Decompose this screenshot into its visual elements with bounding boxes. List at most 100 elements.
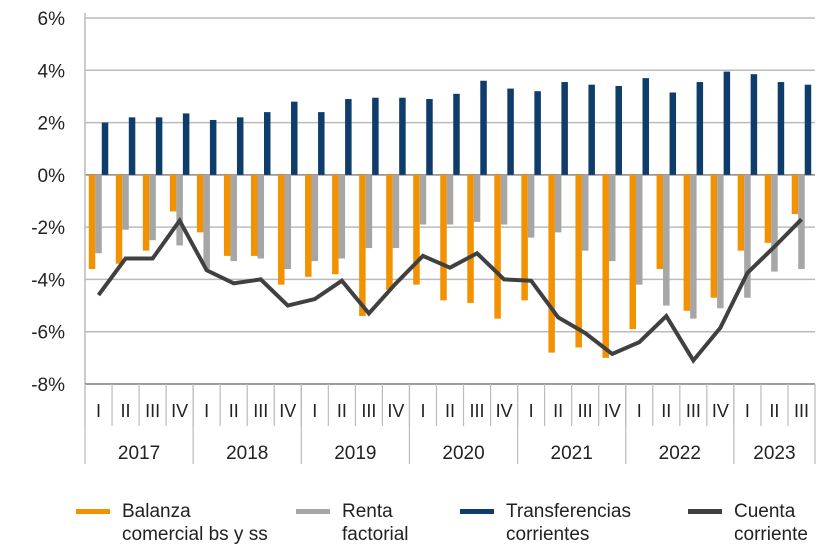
year-label: 2019 xyxy=(334,443,376,464)
bar-balanza xyxy=(575,174,582,348)
bar-renta xyxy=(636,174,643,285)
legend-label: corriente xyxy=(734,524,808,545)
bar-transferencias xyxy=(209,119,217,175)
bar-transferencias xyxy=(236,117,244,175)
quarter-label: II xyxy=(661,401,671,421)
year-label: 2020 xyxy=(442,443,484,464)
bar-balanza xyxy=(332,174,339,275)
y-tick-label: 0% xyxy=(38,166,66,187)
legend-label: Cuenta xyxy=(734,501,796,522)
quarter-label: IV xyxy=(712,401,729,421)
quarter-label: III xyxy=(794,401,809,421)
bar-balanza xyxy=(467,174,474,303)
quarter-label: III xyxy=(145,401,160,421)
quarter-label: I xyxy=(529,401,534,421)
year-label: 2023 xyxy=(753,443,795,464)
bar-renta xyxy=(581,174,589,251)
legend-item-renta: Renta factorial xyxy=(296,500,409,546)
bar-renta xyxy=(257,174,264,259)
bar-transferencias xyxy=(588,84,595,175)
bar-transferencias xyxy=(182,113,190,175)
bar-balanza xyxy=(791,174,799,215)
bar-balanza xyxy=(602,174,609,358)
bar-renta xyxy=(554,174,562,233)
bar-transferencias xyxy=(507,88,514,175)
bar-renta xyxy=(473,174,481,222)
bar-renta xyxy=(690,174,697,319)
quarter-label: II xyxy=(769,401,779,421)
bar-balanza xyxy=(169,174,177,212)
bar-transferencias xyxy=(453,93,460,175)
quarter-label: I xyxy=(312,401,317,421)
quarter-label: IV xyxy=(496,401,513,421)
quarter-label: IV xyxy=(604,401,621,421)
bar-renta xyxy=(527,174,535,238)
bar-renta xyxy=(203,174,210,269)
year-label: 2021 xyxy=(551,443,593,464)
quarter-label: II xyxy=(229,401,239,421)
y-tick-label: 6% xyxy=(38,9,66,30)
legend-label: Balanza xyxy=(122,501,191,522)
bar-renta xyxy=(284,174,292,269)
bar-renta xyxy=(392,174,400,249)
bar-balanza xyxy=(88,174,96,269)
bar-balanza xyxy=(656,174,664,269)
bar-balanza xyxy=(196,174,204,233)
legend-item-balanza: Balanza comercial bs y ss xyxy=(76,500,268,546)
year-label: 2017 xyxy=(118,443,160,464)
bar-transferencias xyxy=(263,112,271,175)
bar-renta xyxy=(500,174,508,225)
bar-transferencias xyxy=(615,85,622,175)
bar-balanza xyxy=(278,174,285,285)
bar-renta xyxy=(176,174,183,246)
bar-renta xyxy=(744,174,751,298)
bar-balanza xyxy=(250,174,258,256)
quarter-label: III xyxy=(578,401,593,421)
bar-transferencias xyxy=(534,91,541,175)
y-tick-label: -8% xyxy=(31,375,65,396)
bar-transferencias xyxy=(372,97,379,175)
quarter-label: III xyxy=(253,401,268,421)
y-tick-label: -2% xyxy=(31,218,65,239)
bar-renta xyxy=(149,174,156,241)
bar-transferencias xyxy=(318,112,325,175)
legend-label: comercial bs y ss xyxy=(122,524,268,545)
bar-balanza xyxy=(629,174,637,330)
bar-transferencias xyxy=(345,99,352,175)
bar-renta xyxy=(95,174,102,254)
quarter-label: I xyxy=(96,401,101,421)
legend-swatch-balanza xyxy=(76,509,110,514)
bar-renta xyxy=(771,174,778,272)
bar-balanza xyxy=(115,174,123,264)
bar-balanza xyxy=(548,174,555,353)
bar-balanza xyxy=(683,174,691,311)
legend-item-cuenta: Cuenta corriente xyxy=(688,500,808,546)
bar-balanza xyxy=(305,174,312,277)
legend-label: corrientes xyxy=(506,524,590,545)
bar-transferencias xyxy=(561,82,568,175)
bar-renta xyxy=(717,174,724,309)
legend-label: Transferencias xyxy=(506,501,631,522)
bar-balanza xyxy=(764,174,772,243)
chart: -8%-6%-4%-2%0%2%4%6%I II III IV I II III IV I II I… xyxy=(31,9,816,464)
quarter-label: II xyxy=(121,401,131,421)
bar-balanza xyxy=(359,174,366,317)
legend-label: factorial xyxy=(342,524,409,545)
bar-balanza xyxy=(223,174,231,256)
bar-renta xyxy=(419,174,427,225)
legend-label: Renta xyxy=(342,501,393,522)
quarter-label: IV xyxy=(171,401,188,421)
bar-balanza xyxy=(494,174,501,319)
quarter-label: I xyxy=(204,401,209,421)
bar-renta xyxy=(230,174,237,262)
y-tick-label: 4% xyxy=(38,61,66,82)
year-label: 2022 xyxy=(659,443,701,464)
bar-balanza xyxy=(710,174,718,298)
bar-transferencias xyxy=(723,71,731,175)
bar-transferencias xyxy=(101,122,109,175)
legend-item-transferencias: Transferencias corrientes xyxy=(460,500,631,546)
bar-balanza xyxy=(142,174,150,251)
quarter-label: IV xyxy=(387,401,404,421)
bar-transferencias xyxy=(804,84,812,175)
y-tick-label: -4% xyxy=(31,270,65,291)
